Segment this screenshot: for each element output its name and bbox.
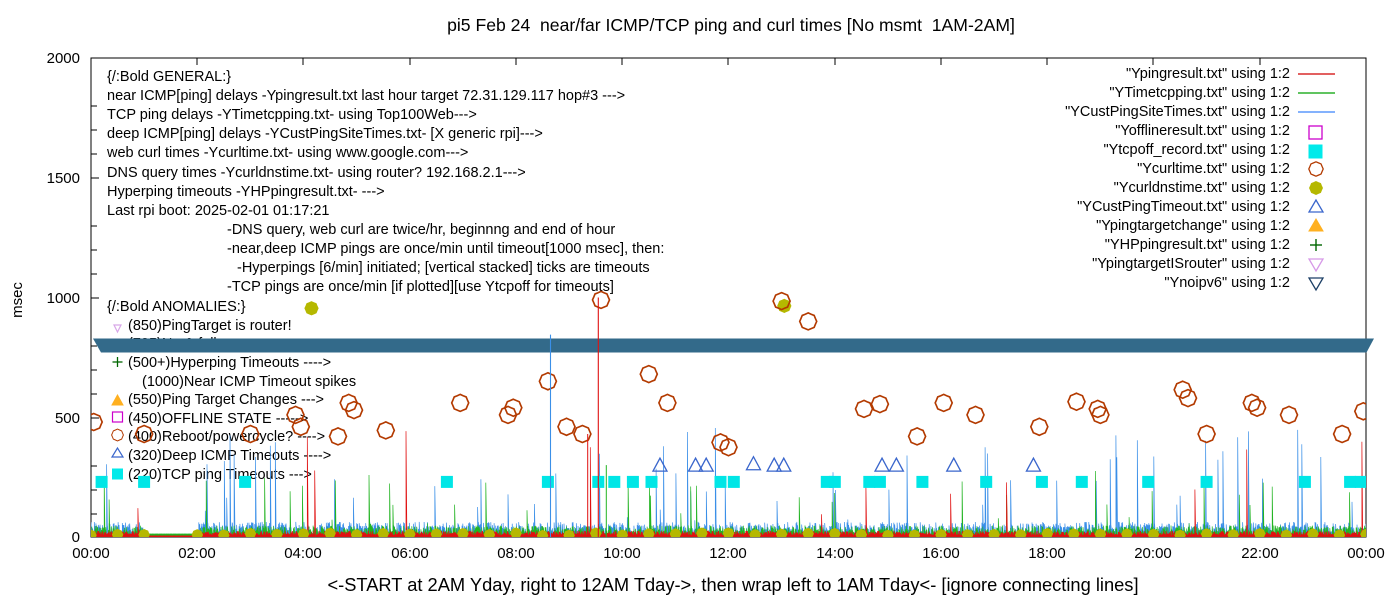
- svg-text:(850)PingTarget is router!: (850)PingTarget is router!: [128, 318, 292, 334]
- svg-text:00:00: 00:00: [72, 545, 110, 562]
- svg-text:18:00: 18:00: [1028, 545, 1066, 562]
- svg-text:msec: msec: [9, 282, 26, 318]
- svg-text:"Ypingresult.txt" using 1:2: "Ypingresult.txt" using 1:2: [1126, 66, 1290, 82]
- svg-text:"Ycurldnstime.txt" using 1:2: "Ycurldnstime.txt" using 1:2: [1114, 180, 1290, 196]
- svg-text:10:00: 10:00: [603, 545, 641, 562]
- svg-text:web curl times -Ycurltime.txt-: web curl times -Ycurltime.txt- using www…: [106, 145, 468, 161]
- svg-text:"YHPpingresult.txt" using 1:2: "YHPpingresult.txt" using 1:2: [1105, 237, 1290, 253]
- svg-text:16:00: 16:00: [922, 545, 960, 562]
- svg-text:08:00: 08:00: [497, 545, 535, 562]
- svg-text:12:00: 12:00: [709, 545, 747, 562]
- svg-text:-Hyperpings [6/min] initiated;: -Hyperpings [6/min] initiated; [vertical…: [237, 260, 650, 276]
- svg-text:deep ICMP[ping] delays -YCustP: deep ICMP[ping] delays -YCustPingSiteTim…: [107, 126, 543, 142]
- svg-text:04:00: 04:00: [284, 545, 322, 562]
- svg-text:(220)TCP ping Timeouts --->: (220)TCP ping Timeouts --->: [128, 467, 312, 483]
- svg-text:Hyperping timeouts -YHPpingres: Hyperping timeouts -YHPpingresult.txt- -…: [107, 184, 385, 200]
- svg-text:06:00: 06:00: [391, 545, 429, 562]
- svg-text:"YpingtargetISrouter" using 1:: "YpingtargetISrouter" using 1:2: [1092, 256, 1290, 272]
- svg-text:{/:Bold ANOMALIES:}: {/:Bold ANOMALIES:}: [107, 299, 246, 315]
- svg-text:"Ytcpoff_record.txt" using 1:2: "Ytcpoff_record.txt" using 1:2: [1103, 142, 1290, 158]
- svg-text:02:00: 02:00: [178, 545, 216, 562]
- svg-text:-DNS query, web curl are twice: -DNS query, web curl are twice/hr, begin…: [227, 222, 615, 238]
- svg-text:"Ycurltime.txt" using 1:2: "Ycurltime.txt" using 1:2: [1137, 161, 1290, 177]
- svg-text:"YCustPingTimeout.txt" using 1: "YCustPingTimeout.txt" using 1:2: [1077, 199, 1290, 215]
- svg-text:near ICMP[ping] delays -Ypingr: near ICMP[ping] delays -Ypingresult.txt …: [107, 88, 625, 104]
- svg-text:"Ynoipv6" using 1:2: "Ynoipv6" using 1:2: [1164, 275, 1290, 291]
- svg-text:(400)Reboot/powercycle? ---->: (400)Reboot/powercycle? ---->: [128, 429, 325, 445]
- svg-text:(1000)Near ICMP Timeout spikes: (1000)Near ICMP Timeout spikes: [142, 374, 356, 390]
- svg-text:500: 500: [55, 410, 80, 427]
- svg-text:1500: 1500: [47, 170, 80, 187]
- svg-text:20:00: 20:00: [1134, 545, 1172, 562]
- svg-text:22:00: 22:00: [1241, 545, 1279, 562]
- svg-text:TCP ping delays -YTimetcpping.: TCP ping delays -YTimetcpping.txt- using…: [107, 107, 477, 123]
- svg-text:-near,deep ICMP pings are once: -near,deep ICMP pings are once/min until…: [227, 241, 664, 257]
- svg-text:"Yofflineresult.txt" using 1:2: "Yofflineresult.txt" using 1:2: [1115, 123, 1290, 139]
- svg-text:(550)Ping Target Changes --->: (550)Ping Target Changes --->: [128, 392, 324, 408]
- svg-text:1000: 1000: [47, 290, 80, 307]
- svg-text:(320)Deep ICMP Timeouts ---->: (320)Deep ICMP Timeouts ---->: [128, 448, 331, 464]
- svg-text:(500+)Hyperping Timeouts ---->: (500+)Hyperping Timeouts ---->: [128, 355, 331, 371]
- svg-text:{/:Bold GENERAL:}: {/:Bold GENERAL:}: [107, 69, 231, 85]
- svg-text:"YTimetcpping.txt" using 1:2: "YTimetcpping.txt" using 1:2: [1109, 85, 1290, 101]
- svg-text:00:00: 00:00: [1347, 545, 1385, 562]
- svg-text:"YCustPingSiteTimes.txt" using: "YCustPingSiteTimes.txt" using 1:2: [1065, 104, 1290, 120]
- svg-text:Last rpi boot: 2025-02-01 01:1: Last rpi boot: 2025-02-01 01:17:21: [107, 203, 330, 219]
- svg-text:(450)OFFLINE STATE ----->: (450)OFFLINE STATE ----->: [128, 411, 308, 427]
- svg-text:0: 0: [72, 529, 80, 546]
- svg-text:-TCP pings are once/min [if pl: -TCP pings are once/min [if plotted][use…: [227, 279, 614, 295]
- svg-text:2000: 2000: [47, 50, 80, 67]
- svg-text:14:00: 14:00: [816, 545, 854, 562]
- svg-text:DNS query times -Ycurldnstime.: DNS query times -Ycurldnstime.txt- using…: [107, 165, 526, 181]
- svg-text:"Ypingtargetchange" using 1:2: "Ypingtargetchange" using 1:2: [1096, 218, 1290, 234]
